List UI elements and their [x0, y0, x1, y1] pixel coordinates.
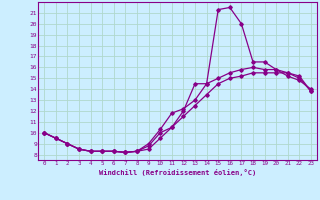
X-axis label: Windchill (Refroidissement éolien,°C): Windchill (Refroidissement éolien,°C): [99, 169, 256, 176]
